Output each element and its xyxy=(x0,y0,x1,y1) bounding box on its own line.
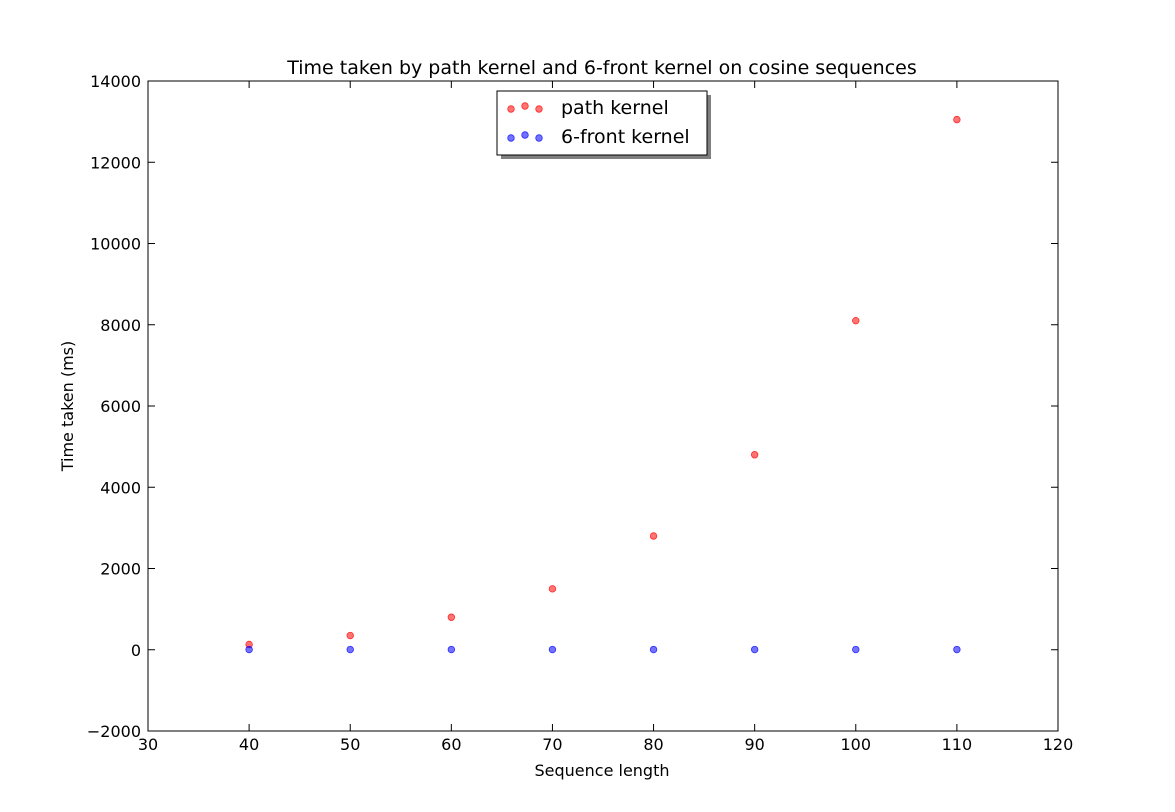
legend-marker xyxy=(521,131,529,139)
data-point-6-front-kernel xyxy=(649,645,658,654)
y-tick-label: 0 xyxy=(131,641,141,660)
data-point-6-front-kernel xyxy=(447,645,456,654)
y-tick-label: 14000 xyxy=(90,72,141,91)
x-tick-label: 50 xyxy=(340,735,360,754)
data-point-path-kernel xyxy=(548,585,557,593)
data-point-6-front-kernel xyxy=(548,645,557,654)
data-point-path-kernel xyxy=(953,115,961,124)
data-point-path-kernel xyxy=(750,451,759,459)
data-point-path-kernel xyxy=(649,532,658,540)
y-tick-label: 8000 xyxy=(100,316,141,335)
data-point-path-kernel xyxy=(852,316,860,325)
legend: path kernel 6-front kernel xyxy=(496,90,711,159)
data-point-6-front-kernel xyxy=(245,645,253,654)
x-tick-label: 70 xyxy=(542,735,562,754)
data-point-path-kernel xyxy=(346,631,354,640)
legend-marker xyxy=(521,102,529,110)
plot-frame xyxy=(147,80,1059,732)
x-tick-label: 40 xyxy=(239,735,259,754)
x-tick-label: 30 xyxy=(138,735,158,754)
legend-marker xyxy=(535,105,543,113)
x-axis-label: Sequence length xyxy=(534,761,669,780)
chart-title: Time taken by path kernel and 6-front ke… xyxy=(286,57,917,79)
data-points xyxy=(245,115,961,654)
y-tick-label: 12000 xyxy=(90,153,141,172)
y-tick-label: 4000 xyxy=(100,478,141,497)
data-point-6-front-kernel xyxy=(852,645,860,654)
x-tick-label: 90 xyxy=(744,735,764,754)
x-tick-label: 80 xyxy=(643,735,663,754)
axis-ticks: 30 40 50 60 70 80 90 100 110 120 −2000 0 2000 4000 600… xyxy=(87,72,1073,754)
legend-box xyxy=(496,90,708,156)
x-tick-label: 110 xyxy=(942,735,973,754)
x-tick-label: 120 xyxy=(1043,735,1074,754)
y-axis-label: Time taken (ms) xyxy=(58,341,77,473)
y-tick-label: 2000 xyxy=(100,560,141,579)
x-tick-label: 60 xyxy=(441,735,461,754)
legend-label: 6-front kernel xyxy=(561,126,690,148)
data-point-path-kernel xyxy=(447,613,456,621)
y-tick-label: 10000 xyxy=(90,235,141,254)
legend-marker xyxy=(535,134,543,142)
data-point-6-front-kernel xyxy=(750,645,759,654)
data-point-6-front-kernel xyxy=(953,645,961,654)
legend-label: path kernel xyxy=(561,97,669,119)
y-tick-label: −2000 xyxy=(87,722,141,741)
x-tick-label: 100 xyxy=(841,735,872,754)
legend-marker xyxy=(507,134,515,142)
y-tick-label: 6000 xyxy=(100,397,141,416)
data-point-6-front-kernel xyxy=(346,645,354,654)
legend-marker xyxy=(507,105,515,113)
